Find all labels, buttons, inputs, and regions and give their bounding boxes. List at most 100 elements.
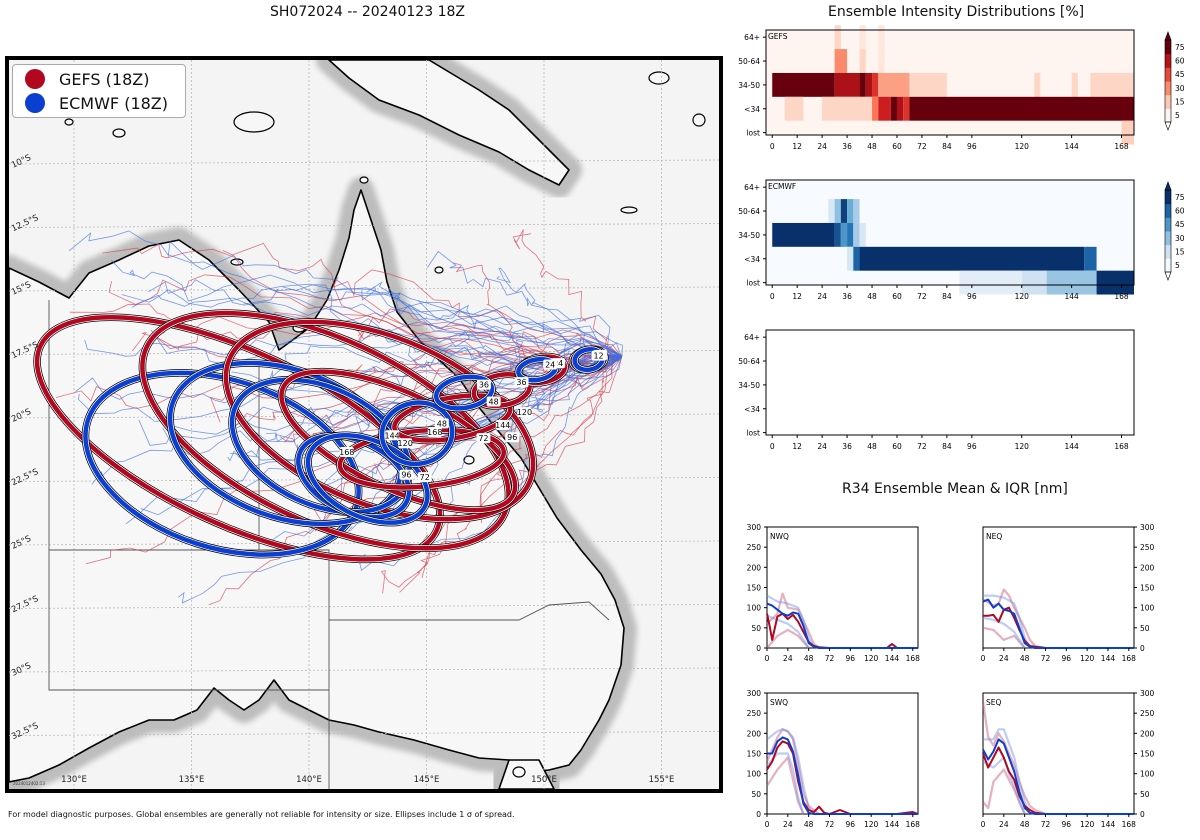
- heat-cell: [828, 199, 835, 223]
- panel-label: GEFS: [768, 32, 788, 41]
- svg-text:144: 144: [495, 421, 510, 430]
- row-label: 50-64: [738, 57, 760, 66]
- colorbar-tick: 5: [1175, 111, 1180, 120]
- ecmwf-iqr-line: [982, 616, 1026, 649]
- x-tick-label: 72: [1041, 654, 1051, 663]
- colorbar-tick: 45: [1175, 220, 1185, 229]
- heat-cell: [878, 96, 891, 121]
- ecmwf-iqr-line: [766, 752, 805, 815]
- y-tick-label: 250: [1140, 709, 1155, 718]
- ecmwf-hour-label-72: 72: [417, 472, 432, 483]
- heat-cell: [772, 72, 835, 97]
- x-tick-label: 144: [1064, 292, 1079, 301]
- x-tick-label: 96: [967, 442, 977, 451]
- heat-cell: [784, 96, 804, 121]
- colorbar-tick: 30: [1175, 84, 1185, 93]
- x-tick-label: 48: [867, 442, 877, 451]
- ensemble-track: [387, 289, 624, 358]
- x-tick-label: 96: [1062, 654, 1072, 663]
- x-tick-label: 60: [892, 442, 902, 451]
- x-tick-label: 96: [846, 820, 856, 829]
- gefs-marker-icon: [25, 69, 45, 89]
- x-tick-label: 96: [967, 142, 977, 151]
- x-tick-label: 72: [917, 442, 927, 451]
- island: [512, 766, 526, 778]
- x-tick-label: 48: [867, 142, 877, 151]
- ecmwf-hour-label-96: 96: [399, 469, 414, 480]
- island: [620, 206, 638, 214]
- gefs-hour-label-96: 96: [505, 432, 520, 443]
- ecmwf-hour-label-144: 144: [384, 430, 400, 441]
- x-tick-label: 12: [792, 142, 802, 151]
- gefs-iqr-line: [765, 728, 820, 815]
- heat-cell: [834, 222, 841, 247]
- heat-cell: [853, 199, 860, 223]
- state-border: [48, 300, 329, 691]
- y-tick-label: 150: [1140, 750, 1155, 759]
- ecmwf-iqr-line: [766, 594, 815, 649]
- y-tick-label: 300: [1140, 523, 1155, 532]
- heat-cell: [859, 72, 866, 97]
- x-tick-label: 12: [792, 292, 802, 301]
- x-tick-label: 168: [1114, 292, 1129, 301]
- y-tick-label: 300: [1140, 689, 1155, 698]
- lon-label: 140°E: [296, 775, 322, 785]
- ecmwf-mean-line: [766, 602, 918, 649]
- x-tick-label: 48: [1020, 820, 1030, 829]
- x-tick-label: 48: [1020, 654, 1030, 663]
- row-label: 34-50: [738, 231, 760, 240]
- y-tick-label: 0: [756, 810, 761, 819]
- x-tick-label: 144: [1064, 142, 1079, 151]
- coastline: [328, 60, 570, 186]
- y-tick-label: 50: [751, 790, 761, 799]
- y-tick-label: 100: [747, 770, 762, 779]
- island: [463, 455, 475, 465]
- x-tick-label: 24: [817, 292, 827, 301]
- spread-ellipses: [33, 309, 609, 564]
- heat-cell: [1021, 270, 1047, 295]
- x-tick-label: 144: [1064, 442, 1079, 451]
- x-tick-label: 72: [825, 654, 835, 663]
- x-tick-label: 0: [981, 654, 986, 663]
- legend-ecmwf-label: ECMWF (18Z): [59, 93, 168, 113]
- quadrant-label: NWQ: [770, 532, 789, 541]
- colorbar-tick: 75: [1175, 193, 1185, 202]
- y-tick-label: 200: [747, 729, 762, 738]
- x-tick-label: 0: [765, 820, 770, 829]
- heat-cell: [840, 199, 848, 223]
- intensity-title: Ensemble Intensity Distributions [%]: [828, 4, 1085, 20]
- ensemble-track: [243, 288, 622, 358]
- gefs-hour-label-72: 72: [476, 433, 491, 444]
- x-tick-label: 36: [842, 442, 852, 451]
- ecmwf-mean-line: [767, 736, 918, 815]
- quadrant-label: SEQ: [986, 698, 1001, 707]
- gefs-hour-label-48: 48: [486, 396, 501, 407]
- x-tick-label: 24: [999, 654, 1009, 663]
- ecmwf-ellipse-48: [379, 400, 455, 467]
- x-tick-label: 48: [867, 292, 877, 301]
- colorbar-gefs: 5 15 30 45 60 75: [1164, 31, 1185, 131]
- ecmwf-hour-label-120: 120: [398, 438, 413, 449]
- svg-text:168: 168: [427, 428, 442, 437]
- gefs-hour-label-36: 36: [514, 377, 529, 388]
- lon-label: 150°E: [531, 775, 557, 785]
- lon-label: 135°E: [179, 775, 205, 785]
- coastline: [498, 759, 555, 789]
- row-label: <34: [744, 405, 760, 414]
- row-label: 50-64: [738, 357, 760, 366]
- ecmwf-iqr-line: [983, 728, 1031, 815]
- row-label: <34: [744, 105, 760, 114]
- quadrant-label: NEQ: [986, 532, 1002, 541]
- svg-text:72: 72: [420, 473, 430, 482]
- gefs-iqr-line: [981, 700, 1046, 816]
- heat-cell: [834, 49, 848, 73]
- colorbar-tick: 15: [1175, 98, 1185, 107]
- colorbar-tick: 75: [1175, 43, 1185, 52]
- x-tick-label: 60: [892, 292, 902, 301]
- x-tick-label: 168: [906, 820, 921, 829]
- x-tick-label: 48: [804, 820, 814, 829]
- colorbar-tick: 60: [1175, 207, 1185, 216]
- x-tick-label: 24: [817, 442, 827, 451]
- x-tick-label: 84: [942, 442, 952, 451]
- x-tick-label: 60: [892, 142, 902, 151]
